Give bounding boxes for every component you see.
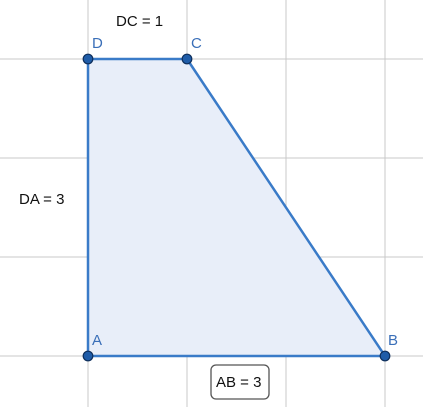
vertex-points	[82, 53, 391, 362]
label-c: C	[191, 35, 202, 52]
measure-da: DA = 3	[19, 191, 64, 208]
measurements: DC = 1 DA = 3 AB = 3	[19, 13, 270, 400]
trapezoid-edges	[86, 57, 387, 358]
measure-ab: AB = 3	[216, 374, 261, 391]
measure-ab-border	[210, 364, 270, 400]
trapezoid-fill[interactable]	[88, 59, 385, 356]
segment-bc[interactable]	[185, 57, 387, 358]
vertex-labels: A B C D	[92, 35, 398, 349]
point-a[interactable]	[82, 350, 94, 362]
measure-dc: DC = 1	[116, 13, 163, 30]
point-c[interactable]	[181, 53, 193, 65]
point-d[interactable]	[82, 53, 94, 65]
measure-ab-box[interactable]: AB = 3	[210, 364, 270, 400]
label-a: A	[92, 332, 102, 349]
label-d: D	[92, 35, 103, 52]
point-b[interactable]	[379, 350, 391, 362]
label-b: B	[388, 332, 398, 349]
